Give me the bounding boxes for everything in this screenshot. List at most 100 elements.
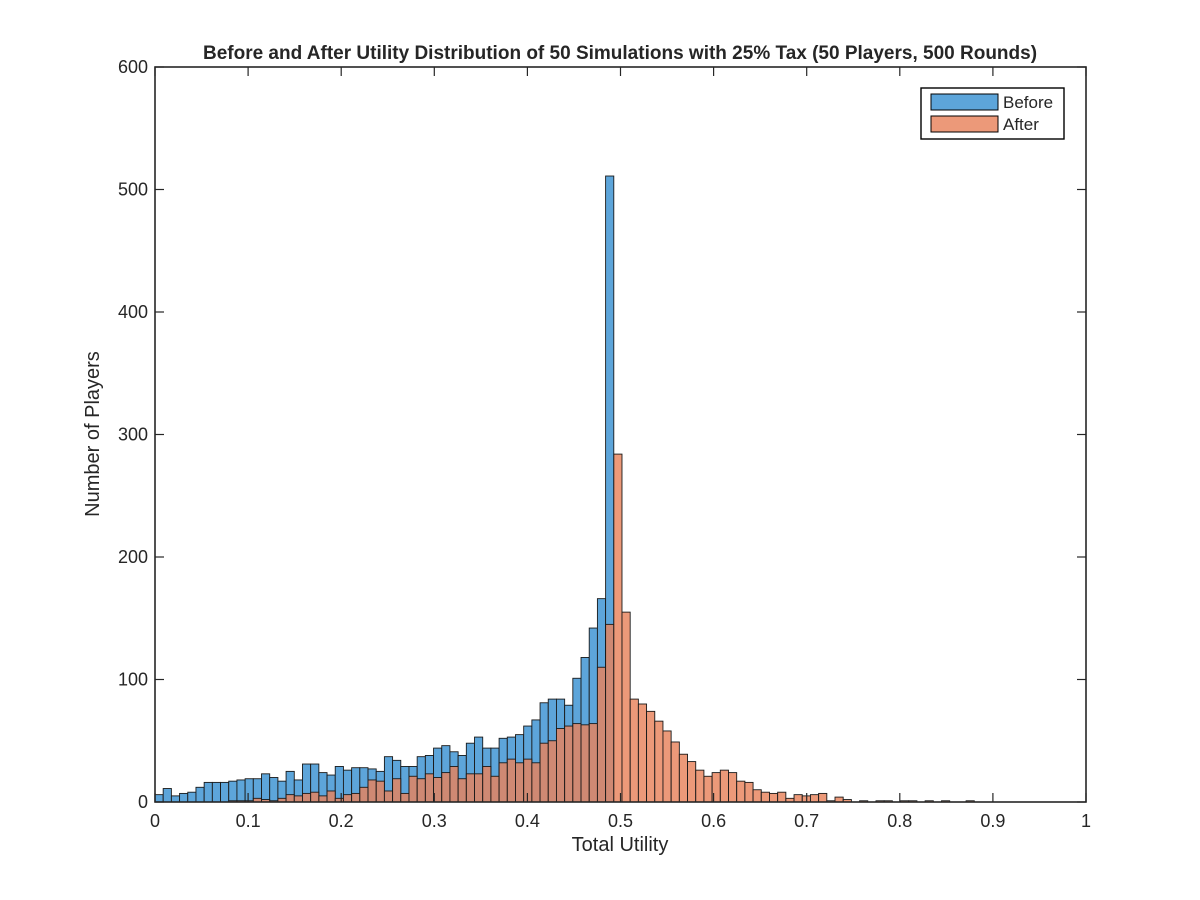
bar-before-10	[236, 779, 246, 803]
y-axis-label: Number of Players	[82, 351, 104, 517]
bar-after-19	[310, 791, 320, 803]
bar-after-42	[498, 762, 508, 803]
bar-before-22	[334, 766, 344, 803]
bar-after-61	[654, 720, 664, 803]
bar-before-0	[154, 794, 164, 803]
bar-after-56	[613, 453, 623, 803]
x-tick-label-5: 0.5	[608, 811, 633, 831]
y-tick-label-2: 200	[118, 547, 148, 567]
bar-after-65	[687, 761, 697, 803]
bar-after-47	[539, 742, 549, 803]
legend-swatch-after	[930, 115, 999, 133]
bar-after-30	[400, 792, 410, 803]
bar-after-66	[695, 769, 705, 803]
bar-before-13	[261, 773, 271, 803]
bar-after-48	[547, 740, 557, 803]
bar-after-54	[596, 666, 607, 803]
y-tick-label-0: 0	[138, 792, 148, 812]
x-tick-label-2: 0.2	[329, 811, 354, 831]
x-axis-label: Total Utility	[572, 834, 669, 856]
x-tick-label-3: 0.3	[422, 811, 447, 831]
bar-after-58	[629, 698, 639, 803]
y-tick-label-1: 100	[118, 670, 148, 690]
legend-label-before: Before	[1003, 93, 1053, 112]
y-tick-label-5: 500	[118, 180, 148, 200]
bar-after-69	[719, 769, 729, 803]
bar-before-4	[187, 791, 197, 803]
bar-before-1	[162, 788, 172, 803]
bar-after-52	[580, 724, 590, 803]
bar-after-20	[318, 795, 328, 803]
bar-after-73	[752, 789, 762, 803]
bar-after-72	[744, 781, 754, 803]
bar-after-63	[670, 741, 680, 803]
bar-after-36	[449, 766, 459, 803]
bar-after-50	[564, 725, 574, 803]
bar-after-23	[342, 794, 353, 803]
bar-after-24	[351, 792, 361, 803]
bar-before-3	[179, 792, 189, 803]
bar-before-14	[269, 777, 279, 803]
bar-after-70	[728, 772, 738, 803]
bar-after-81	[818, 792, 828, 803]
bar-after-51	[572, 723, 582, 803]
bar-after-71	[736, 780, 746, 803]
bar-after-26	[367, 779, 377, 803]
bar-after-55	[605, 623, 615, 803]
y-tick-label-4: 400	[118, 302, 148, 322]
bar-after-29	[392, 778, 402, 803]
legend-label-after: After	[1003, 115, 1039, 134]
bar-after-35	[441, 772, 451, 803]
bar-after-75	[769, 792, 779, 803]
bar-after-60	[646, 710, 656, 803]
bar-after-31	[408, 775, 418, 803]
bar-after-80	[809, 794, 820, 803]
bar-after-18	[302, 792, 312, 803]
bar-after-38	[465, 773, 475, 803]
bar-after-33	[424, 773, 434, 803]
x-tick-label-6: 0.6	[701, 811, 726, 831]
x-tick-label-4: 0.4	[515, 811, 540, 831]
bar-after-27	[375, 780, 385, 803]
bar-after-76	[777, 791, 787, 803]
bar-after-67	[703, 775, 713, 803]
x-tick-label-10: 1	[1081, 811, 1091, 831]
y-tick-label-3: 300	[118, 425, 148, 445]
bar-before-7	[211, 781, 221, 803]
bar-after-46	[531, 762, 541, 803]
bar-after-43	[506, 758, 516, 803]
bar-after-59	[637, 703, 648, 803]
y-axis: 0 100 200 300 400 500 600	[118, 57, 1086, 812]
x-tick-label-1: 0.1	[236, 811, 261, 831]
bar-before-11	[244, 778, 254, 803]
bar-after-62	[662, 730, 672, 803]
x-axis: 0 0.1 0.2 0.3 0.4 0.5 0.6 0.7 0.8 0.9 1	[150, 67, 1091, 831]
bar-after-78	[793, 794, 803, 803]
bar-after-28	[383, 790, 394, 803]
bar-after-57	[621, 611, 631, 803]
y-tick-label-6: 600	[118, 57, 148, 77]
bar-after-41	[490, 775, 500, 803]
bar-after-74	[760, 791, 770, 803]
bar-after-37	[457, 778, 467, 803]
bar-after-64	[678, 753, 688, 803]
bar-after-16	[285, 794, 295, 803]
bar-after-39	[474, 773, 484, 803]
x-tick-label-8: 0.8	[887, 811, 912, 831]
bar-after-44	[515, 762, 525, 803]
legend: Before After	[920, 87, 1065, 140]
bar-before-6	[203, 781, 213, 803]
bar-before-8	[220, 781, 230, 803]
x-tick-label-9: 0.9	[980, 811, 1005, 831]
x-tick-label-7: 0.7	[794, 811, 819, 831]
bar-after-53	[588, 723, 598, 803]
bar-after-17	[293, 795, 303, 803]
bar-after-25	[359, 786, 369, 803]
bar-before-9	[228, 780, 238, 803]
bar-before-2	[170, 795, 181, 803]
bar-after-32	[416, 778, 426, 803]
bar-after-21	[326, 790, 336, 803]
bar-after-49	[556, 728, 566, 803]
legend-swatch-before	[930, 93, 999, 111]
